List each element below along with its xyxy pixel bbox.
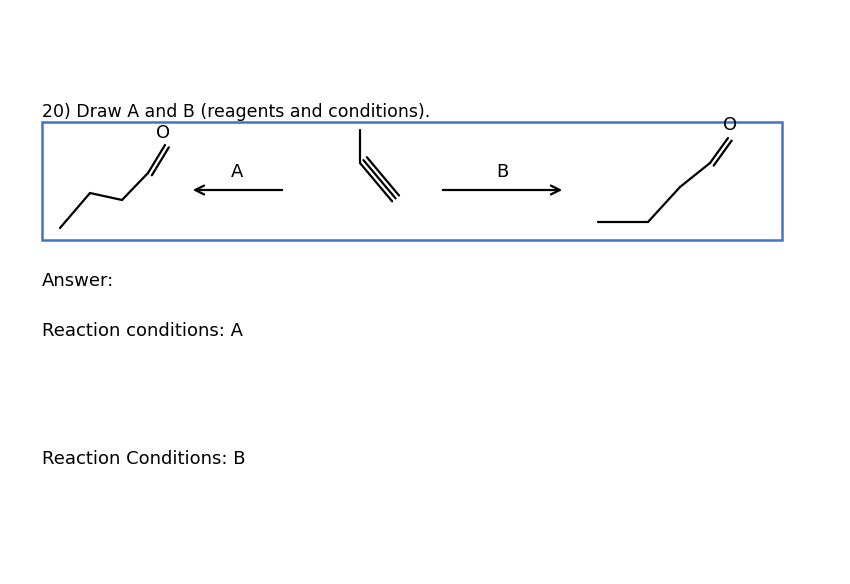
Bar [42, 122, 782, 240]
Text: Reaction conditions: A: Reaction conditions: A [42, 322, 243, 340]
Text: A: A [231, 163, 244, 181]
Text: O: O [156, 124, 170, 142]
Text: O: O [723, 116, 737, 134]
Text: Answer:: Answer: [42, 272, 114, 290]
Text: 20) Draw A and B (reagents and conditions).: 20) Draw A and B (reagents and condition… [42, 103, 430, 121]
Text: B: B [496, 163, 508, 181]
Text: Reaction Conditions: B: Reaction Conditions: B [42, 450, 246, 468]
